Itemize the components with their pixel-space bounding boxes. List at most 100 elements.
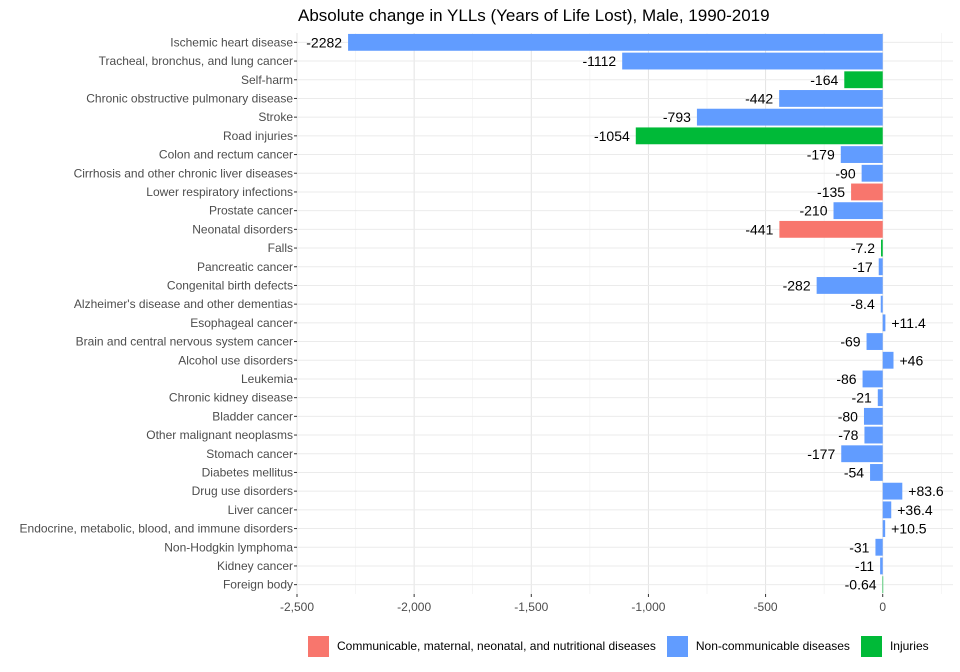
bar [875, 538, 883, 556]
legend-item: Communicable, maternal, neonatal, and nu… [308, 635, 656, 657]
bar-value-label: -7.2 [851, 240, 875, 256]
category-label: Leukemia [241, 372, 293, 386]
bar [882, 351, 894, 369]
bar-value-label: -282 [783, 277, 811, 293]
bar [779, 90, 883, 107]
legend-swatch [666, 635, 688, 657]
bar-value-label: +83.6 [908, 483, 944, 499]
bar [635, 127, 883, 145]
bar-value-label: -90 [835, 165, 855, 181]
bar [881, 239, 883, 257]
category-label: Chronic obstructive pulmonary disease [86, 91, 293, 105]
legend-item: Non-communicable diseases [666, 635, 850, 657]
bar [861, 164, 883, 182]
bar [862, 370, 883, 388]
bar [880, 295, 883, 313]
bar-value-label: -80 [838, 408, 858, 424]
bar-value-label: -8.4 [851, 296, 875, 312]
legend-label: Communicable, maternal, neonatal, and nu… [337, 639, 656, 653]
category-label: Falls [268, 241, 293, 255]
bar [866, 333, 883, 350]
category-label: Non-Hodgkin lymphoma [164, 540, 293, 554]
legend-item: Injuries [860, 635, 929, 657]
x-tick-label: -1,000 [631, 600, 665, 614]
category-label: Diabetes mellitus [202, 465, 293, 479]
bar-value-label: -210 [799, 203, 827, 219]
bar-value-label: -54 [844, 464, 864, 480]
bar-value-label: -164 [810, 72, 838, 88]
bar [880, 557, 883, 575]
legend-label: Non-communicable diseases [695, 639, 850, 653]
category-label: Esophageal cancer [190, 316, 293, 330]
bar-value-label: -11 [855, 558, 874, 574]
bar-value-label: -179 [807, 147, 835, 163]
category-label: Road injuries [223, 129, 293, 143]
x-tick-label: -2,000 [397, 600, 431, 614]
category-label: Endocrine, metabolic, blood, and immune … [20, 522, 293, 536]
bar [877, 389, 883, 407]
bar [864, 426, 883, 444]
bar-value-label: -1054 [594, 128, 630, 144]
bar-value-label: -2282 [306, 34, 342, 50]
category-label: Stroke [258, 110, 293, 124]
bar [882, 576, 884, 594]
bar-value-label: -0.64 [845, 577, 877, 593]
category-label: Pancreatic cancer [197, 260, 293, 274]
category-label: Neonatal disorders [192, 222, 293, 236]
bar [779, 220, 883, 238]
x-tick-label: -500 [754, 600, 778, 614]
bar-value-label: -177 [807, 446, 835, 462]
category-label: Prostate cancer [209, 204, 293, 218]
bar-value-label: -135 [817, 184, 845, 200]
category-label: Colon and rectum cancer [159, 148, 293, 162]
legend-swatch [860, 635, 882, 657]
bar-value-label: -69 [840, 334, 860, 350]
bar [622, 52, 883, 70]
bar-value-label: -793 [663, 109, 691, 125]
bar [840, 146, 883, 163]
bar-value-label: -1112 [582, 53, 616, 69]
category-label: Liver cancer [228, 503, 293, 517]
category-label: Alzheimer's disease and other dementias [74, 297, 293, 311]
category-label: Cirrhosis and other chronic liver diseas… [74, 166, 293, 180]
bar-value-label: -31 [849, 539, 869, 555]
bar [348, 33, 883, 51]
category-label: Tracheal, bronchus, and lung cancer [99, 54, 293, 68]
category-label: Brain and central nervous system cancer [76, 335, 293, 349]
legend-swatch [308, 635, 329, 657]
category-label: Bladder cancer [212, 409, 293, 423]
bar-value-label: -78 [838, 427, 858, 443]
bar [841, 445, 883, 463]
bar [882, 520, 886, 537]
bar [696, 108, 883, 126]
x-tick-label: -2,500 [280, 600, 314, 614]
category-label: Self-harm [241, 73, 293, 87]
category-label: Congenital birth defects [167, 278, 293, 292]
bar-value-label: +36.4 [897, 502, 933, 518]
category-label: Alcohol use disorders [178, 353, 293, 367]
bar-value-label: -17 [852, 259, 872, 275]
bar-value-label: +10.5 [891, 521, 927, 537]
bar [851, 183, 883, 201]
bar [882, 501, 892, 519]
bar [870, 464, 883, 481]
bar [882, 314, 886, 332]
category-label: Other malignant neoplasms [146, 428, 293, 442]
legend-label: Injuries [889, 639, 929, 653]
bar [882, 482, 903, 500]
bar [863, 407, 883, 425]
bar-value-label: -86 [836, 371, 856, 387]
bar-value-label: -441 [745, 221, 773, 237]
bar-value-label: +46 [899, 352, 923, 368]
bar [878, 258, 883, 276]
category-label: Stomach cancer [206, 447, 293, 461]
bar-value-label: -21 [852, 390, 872, 406]
bar [816, 277, 883, 294]
bar [833, 202, 883, 220]
x-tick-label: 0 [879, 600, 886, 614]
category-label: Chronic kidney disease [169, 391, 293, 405]
bar-value-label: -442 [745, 90, 773, 106]
category-label: Foreign body [223, 578, 293, 592]
category-label: Ischemic heart disease [170, 35, 293, 49]
category-label: Lower respiratory infections [146, 185, 293, 199]
